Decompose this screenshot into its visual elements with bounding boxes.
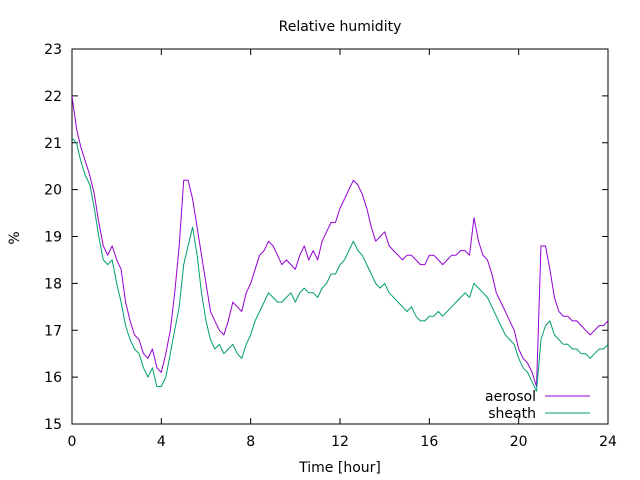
legend-label-aerosol: aerosol [485,389,536,405]
y-tick-label: 17 [44,323,62,339]
x-tick-label: 4 [157,434,166,450]
y-tick-label: 15 [44,417,62,433]
x-tick-label: 12 [331,434,349,450]
y-tick-label: 20 [44,183,62,199]
x-tick-label: 16 [420,434,438,450]
y-axis-label: % [7,231,23,244]
x-axis-label: Time [hour] [298,460,381,476]
y-tick-label: 23 [44,42,62,58]
y-tick-label: 19 [44,230,62,246]
x-tick-label: 0 [68,434,77,450]
y-tick-label: 21 [44,136,62,152]
y-tick-label: 18 [44,276,62,292]
x-tick-label: 8 [246,434,255,450]
series-line-sheath [72,137,608,392]
x-tick-label: 24 [599,434,617,450]
chart-title: Relative humidity [279,19,402,35]
legend-label-sheath: sheath [488,406,536,422]
y-tick-label: 16 [44,370,62,386]
axis-tick-labels: 0 4 8 12 16 20 24 15 16 17 18 19 20 21 22 23 [44,42,617,450]
y-tick-label: 22 [44,89,62,105]
axis-ticks [71,48,609,425]
series-layer [72,95,608,392]
series-line-aerosol [72,95,608,387]
x-tick-label: 20 [510,434,528,450]
